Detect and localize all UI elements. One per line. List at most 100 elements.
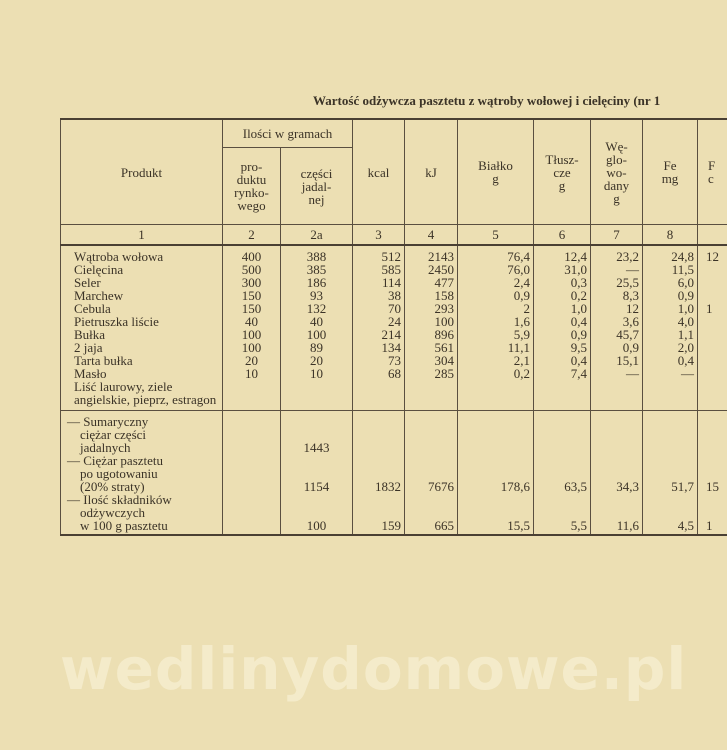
summary-value <box>222 454 281 493</box>
table-row: Cebula 150 132 70 293 2 1,0 12 1,0 1 <box>60 302 727 315</box>
header-group-label: Ilości w gramach <box>242 126 333 141</box>
cell-value <box>697 328 727 341</box>
summary-label-line: w 100 g pasztetu <box>80 518 168 533</box>
cell-value: 100 <box>404 315 458 328</box>
column-number: 8 <box>642 224 698 246</box>
cell-value: 45,7 <box>590 328 643 341</box>
product-name: Liść laurowy, ziele angielskie, pieprz, … <box>60 380 223 411</box>
header-line: Białko <box>478 158 513 173</box>
header-produkt: Produkt <box>60 118 223 225</box>
cell-value: 2,1 <box>457 354 534 367</box>
summary-label-line: (20% straty) <box>80 479 145 494</box>
cell-value: 11,1 <box>457 341 534 354</box>
cell-value: 68 <box>352 367 405 380</box>
product-name: Bułka <box>60 328 223 341</box>
summary-value: 1 <box>697 493 727 536</box>
summary-value <box>590 410 643 454</box>
cell-value: 114 <box>352 276 405 289</box>
cell-value: 40 <box>222 315 281 328</box>
cell-value: 0,3 <box>533 276 591 289</box>
header-kj: kJ <box>404 118 458 225</box>
summary-value: 51,7 <box>642 454 698 493</box>
cell-value <box>697 367 727 380</box>
summary-value: 1154 <box>280 454 353 493</box>
summary-label: — Ciężar pasztetu po ugotowaniu (20% strat… <box>60 454 223 494</box>
header-line: wo- <box>606 164 627 180</box>
summary-value: 4,5 <box>642 493 698 536</box>
cell-value: 0,4 <box>533 354 591 367</box>
header-fe: Fe mg <box>642 118 698 225</box>
cell-value: 76,0 <box>457 263 534 276</box>
header-line: pro- <box>240 159 263 174</box>
summary-value <box>222 410 281 454</box>
summary-value: 7676 <box>404 454 458 493</box>
summary-value: 1443 <box>280 410 353 454</box>
cell-value: 25,5 <box>590 276 643 289</box>
cell-value: 12,4 <box>533 245 591 263</box>
header-line: jadal- <box>301 178 332 194</box>
cell-value: 100 <box>222 341 281 354</box>
table-row: Wątroba wołowa 400 388 512 2143 76,4 12,4 23,2 2… <box>60 245 727 263</box>
summary-value: 11,6 <box>590 493 643 536</box>
cell-value: 158 <box>404 289 458 302</box>
column-number: 3 <box>352 224 405 246</box>
cell-value: 11,5 <box>642 263 698 276</box>
table-row: Cielęcina 500 385 585 2450 76,0 31,0—11,5 <box>60 263 727 276</box>
nutrition-table: Produkt Ilości w gramach kcal kJ Białko g… <box>60 118 727 536</box>
summary-label-line: odżywczych <box>80 505 145 520</box>
summary-value: 178,6 <box>457 454 534 493</box>
cell-value: 0,9 <box>642 289 698 302</box>
cell-value <box>457 380 534 411</box>
cell-value: — <box>590 367 643 380</box>
header-line: glo- <box>606 151 627 167</box>
column-number: 6 <box>533 224 591 246</box>
cell-value <box>697 341 727 354</box>
header-line: rynko- <box>234 185 269 200</box>
header-line: nej <box>308 191 325 207</box>
cell-value: 132 <box>280 302 353 315</box>
cell-value: 0,9 <box>590 341 643 354</box>
cell-value: 2450 <box>404 263 458 276</box>
product-name: Masło <box>60 367 223 380</box>
cell-value: — <box>590 263 643 276</box>
cell-value: 214 <box>352 328 405 341</box>
cell-value: 0,4 <box>642 354 698 367</box>
cell-value: 186 <box>280 276 353 289</box>
summary-value: 34,3 <box>590 454 643 493</box>
header-produktu-rynkowego: pro-duktu rynko-wego <box>222 147 281 225</box>
header-line: g <box>613 190 620 206</box>
product-name: Marchew <box>60 289 223 302</box>
summary-value <box>533 410 591 454</box>
column-number: 2a <box>280 224 353 246</box>
cell-value: 70 <box>352 302 405 315</box>
cell-value: 3,6 <box>590 315 643 328</box>
column-number: 5 <box>457 224 534 246</box>
cell-value: 4,0 <box>642 315 698 328</box>
summary-label-line: ciężar części <box>80 427 147 442</box>
cell-value: 38 <box>352 289 405 302</box>
cell-value: 9,5 <box>533 341 591 354</box>
table-row: Masło 10 10 68 285 0,2 7,4— — <box>60 367 727 380</box>
cell-value: 0,2 <box>533 289 591 302</box>
cell-value <box>697 276 727 289</box>
summary-row: — Ilość składników odżywczych w 100 g pasz… <box>60 493 727 536</box>
cell-value: 400 <box>222 245 281 263</box>
header-line: Fe <box>663 158 677 173</box>
summary-label-line: po ugotowaniu <box>80 466 158 481</box>
cell-value: 6,0 <box>642 276 698 289</box>
cell-value: 31,0 <box>533 263 591 276</box>
header-line: cze <box>553 164 571 180</box>
cell-value: 15,1 <box>590 354 643 367</box>
summary-row: — Ciężar pasztetu po ugotowaniu (20% strat… <box>60 454 727 494</box>
header-line: Wę- <box>605 138 628 154</box>
cell-value: 12 <box>590 302 643 315</box>
header-line: wego <box>237 198 266 213</box>
product-name: Seler <box>60 276 223 289</box>
table-row: Marchew 150 93 38 158 0,9 0,2 8,3 0,9 <box>60 289 727 302</box>
watermark: wedlinydomowe.pl <box>60 635 688 703</box>
summary-value: 15 <box>697 454 727 493</box>
header-weglowodany: Wę-glo-wo-dany g <box>590 118 643 225</box>
header-line: F <box>708 158 716 173</box>
cell-value <box>222 380 281 411</box>
cell-value: 1,1 <box>642 328 698 341</box>
